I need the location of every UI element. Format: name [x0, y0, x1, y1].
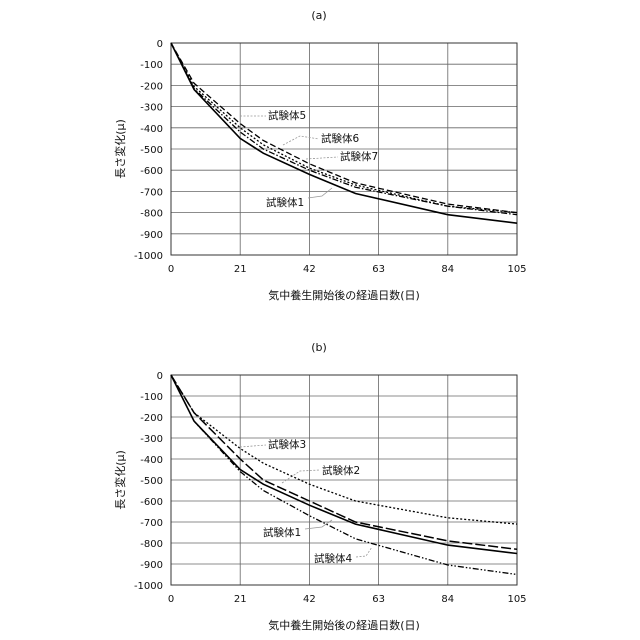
x-tick-label: 42 — [303, 594, 316, 605]
series-annotation: 試験体2 — [322, 464, 360, 477]
y-tick-label: -300 — [140, 103, 163, 114]
figure: (a) 0 -100 -200 -300 -400 -500 -600 -700 -800 -900… — [0, 0, 640, 640]
x-tick-label: 42 — [303, 264, 316, 275]
annotation-leader — [282, 470, 320, 483]
chart-panel-b: (b) 0 -100 -200 -300 -400 -500 -600 -700 -800 -900… — [113, 341, 527, 632]
y-axis-label: 長さ変化(μ) — [113, 119, 127, 179]
x-tick-label: 105 — [507, 264, 526, 275]
y-tick-label: -700 — [140, 187, 163, 198]
series-annotation: 試験体1 — [263, 526, 301, 539]
y-tick-label: -600 — [140, 497, 163, 508]
y-tick-label: -100 — [140, 60, 163, 71]
y-tick-label: -800 — [140, 539, 163, 550]
chart-title: (a) — [311, 9, 326, 22]
y-tick-label: -700 — [140, 518, 163, 529]
series-annotation: 試験体5 — [268, 109, 306, 122]
y-axis-label: 長さ変化(μ) — [113, 450, 127, 510]
x-tick-label: 84 — [441, 594, 454, 605]
y-tick-label: -800 — [140, 209, 163, 220]
x-tick-label: 21 — [234, 264, 247, 275]
annotation-leader — [306, 157, 338, 159]
y-tick-label: 0 — [157, 371, 163, 382]
x-tick-label: 105 — [507, 594, 526, 605]
x-tick-label: 84 — [441, 264, 454, 275]
y-tick-label: -1000 — [134, 251, 163, 262]
x-tick-label: 21 — [234, 594, 247, 605]
series-annotation: 試験体4 — [314, 552, 352, 565]
series-annotation: 試験体1 — [266, 196, 304, 209]
y-tick-label: -500 — [140, 145, 163, 156]
y-tick-label: -400 — [140, 455, 163, 466]
y-tick-label: -400 — [140, 124, 163, 135]
series-line — [171, 375, 517, 524]
y-tick-label: -300 — [140, 434, 163, 445]
x-tick-label: 0 — [168, 594, 174, 605]
y-tick-label: -200 — [140, 413, 163, 424]
series-annotation: 試験体3 — [268, 438, 306, 451]
x-tick-label: 63 — [372, 594, 385, 605]
series-annotation: 試験体7 — [340, 150, 378, 163]
annotation-leader — [240, 445, 266, 447]
y-tick-label: -500 — [140, 476, 163, 487]
y-tick-label: -100 — [140, 392, 163, 403]
chart-title: (b) — [311, 341, 327, 354]
x-axis-label: 気中養生開始後の経過日数(日) — [268, 288, 420, 302]
x-tick-label: 63 — [372, 264, 385, 275]
series-annotation: 試験体6 — [321, 132, 359, 145]
x-axis-label: 気中養生開始後の経過日数(日) — [268, 618, 420, 632]
annotation-leader — [308, 188, 332, 198]
chart-panel-a: (a) 0 -100 -200 -300 -400 -500 -600 -700 -800 -900… — [113, 9, 527, 302]
series-line — [171, 375, 517, 549]
annotation-leader — [356, 547, 372, 557]
y-tick-label: -900 — [140, 230, 163, 241]
y-tick-label: -900 — [140, 560, 163, 571]
x-tick-label: 0 — [168, 264, 174, 275]
y-tick-label: -600 — [140, 166, 163, 177]
y-tick-label: -1000 — [134, 581, 163, 592]
annotation-leader — [283, 136, 319, 145]
y-tick-label: -200 — [140, 81, 163, 92]
y-tick-label: 0 — [157, 39, 163, 50]
